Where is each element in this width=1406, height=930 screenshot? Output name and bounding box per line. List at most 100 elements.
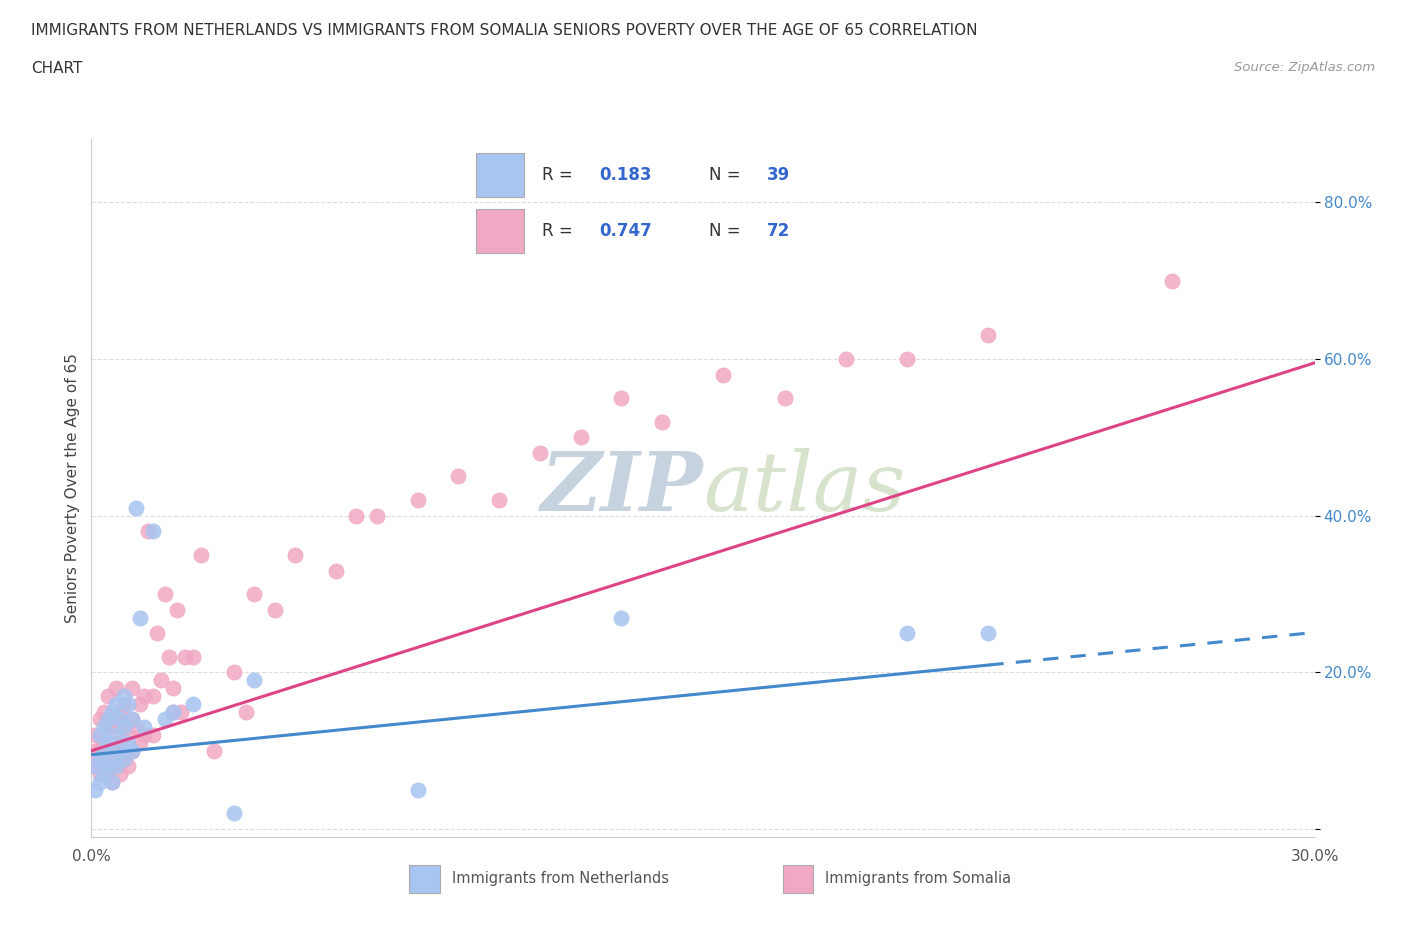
Point — [112, 720, 135, 735]
Point — [89, 712, 111, 727]
Point — [84, 727, 107, 742]
Point — [97, 688, 120, 703]
Point — [610, 610, 633, 625]
Point — [977, 328, 1000, 343]
Text: CHART: CHART — [31, 61, 83, 76]
Point — [145, 626, 167, 641]
Point — [610, 391, 633, 405]
Point — [97, 767, 120, 782]
Point — [896, 352, 918, 366]
Point — [104, 681, 127, 696]
Point — [89, 727, 111, 742]
Point — [117, 697, 139, 711]
Point — [104, 759, 127, 774]
Point — [835, 352, 858, 366]
Text: Source: ZipAtlas.com: Source: ZipAtlas.com — [1234, 61, 1375, 74]
Point — [243, 587, 266, 602]
Point — [89, 775, 111, 790]
Point — [108, 767, 131, 782]
Point — [284, 548, 307, 563]
Point — [134, 720, 156, 735]
Text: Immigrants from Netherlands: Immigrants from Netherlands — [453, 871, 669, 886]
Point — [121, 712, 143, 727]
Point — [104, 759, 127, 774]
Point — [711, 367, 734, 382]
Point — [157, 649, 180, 664]
Point — [141, 688, 163, 703]
Point — [529, 445, 551, 460]
Point — [112, 751, 135, 766]
Point — [488, 493, 510, 508]
Point — [264, 603, 287, 618]
Point — [112, 697, 135, 711]
Point — [149, 672, 172, 687]
Point — [117, 759, 139, 774]
Point — [162, 704, 184, 719]
Point — [121, 712, 143, 727]
Point — [101, 751, 124, 766]
Point — [84, 743, 107, 758]
Point — [222, 665, 246, 680]
Point — [243, 672, 266, 687]
Point — [97, 743, 120, 758]
Point — [366, 508, 388, 523]
Point — [101, 775, 124, 790]
Point — [93, 767, 115, 782]
Point — [447, 469, 470, 484]
Point — [108, 712, 131, 727]
Point — [134, 688, 156, 703]
FancyBboxPatch shape — [409, 865, 440, 893]
Point — [773, 391, 796, 405]
Point — [93, 704, 115, 719]
Point — [101, 720, 124, 735]
Point — [104, 736, 127, 751]
Point — [121, 743, 143, 758]
Point — [97, 720, 120, 735]
Point — [93, 720, 115, 735]
Point — [406, 782, 429, 797]
Point — [112, 751, 135, 766]
Point — [104, 712, 127, 727]
Point — [101, 775, 124, 790]
Point — [84, 759, 107, 774]
Point — [101, 704, 124, 719]
Point — [84, 782, 107, 797]
Point — [112, 720, 135, 735]
Text: IMMIGRANTS FROM NETHERLANDS VS IMMIGRANTS FROM SOMALIA SENIORS POVERTY OVER THE : IMMIGRANTS FROM NETHERLANDS VS IMMIGRANT… — [31, 23, 977, 38]
FancyBboxPatch shape — [783, 865, 813, 893]
Point — [129, 610, 152, 625]
Point — [125, 500, 148, 515]
Point — [346, 508, 368, 523]
Point — [97, 759, 120, 774]
Text: Immigrants from Somalia: Immigrants from Somalia — [825, 871, 1011, 886]
Point — [174, 649, 197, 664]
Point — [121, 743, 143, 758]
Point — [117, 736, 139, 751]
Point — [93, 736, 115, 751]
Point — [84, 759, 107, 774]
Point — [190, 548, 212, 563]
Point — [141, 524, 163, 538]
Point — [97, 712, 120, 727]
Point — [1161, 273, 1184, 288]
Y-axis label: Seniors Poverty Over the Age of 65: Seniors Poverty Over the Age of 65 — [65, 353, 80, 623]
Point — [162, 704, 184, 719]
Point — [93, 743, 115, 758]
Point — [89, 751, 111, 766]
Point — [97, 736, 120, 751]
Point — [134, 727, 156, 742]
Point — [153, 712, 176, 727]
Point — [153, 587, 176, 602]
Point — [104, 727, 127, 742]
Text: ZIP: ZIP — [540, 448, 703, 528]
Point — [651, 414, 673, 429]
Point — [89, 767, 111, 782]
Point — [183, 697, 205, 711]
Point — [138, 524, 160, 538]
Point — [108, 743, 131, 758]
Point — [977, 626, 1000, 641]
Point — [141, 727, 163, 742]
Point — [170, 704, 193, 719]
Point — [93, 759, 115, 774]
Point — [235, 704, 257, 719]
